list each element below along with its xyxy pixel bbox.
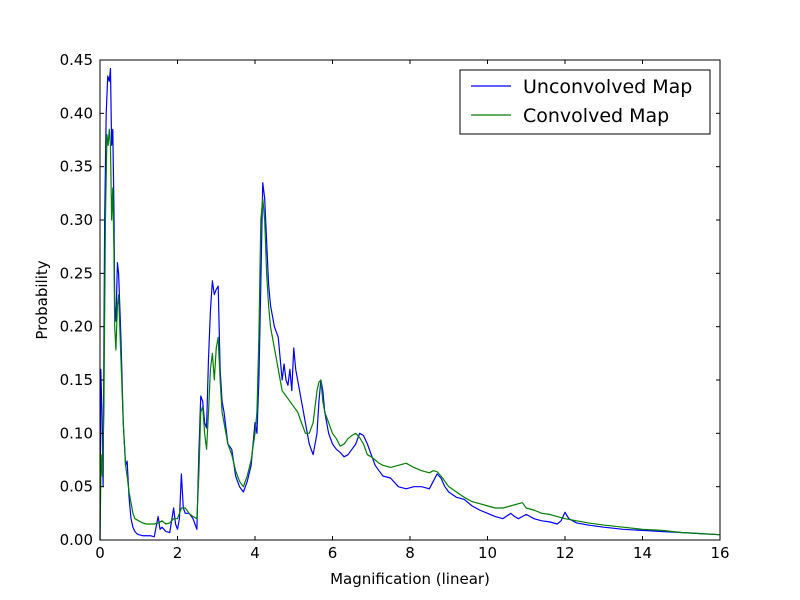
plot-area (100, 60, 720, 540)
legend-label-unconvolved: Unconvolved Map (523, 76, 692, 98)
x-tick-label: 6 (328, 544, 338, 562)
x-tick-label: 16 (710, 544, 729, 562)
series-line-convolved (99, 128, 721, 541)
x-tick-label: 8 (405, 544, 415, 562)
x-tick-label: 4 (250, 544, 260, 562)
legend: Unconvolved Map Convolved Map (459, 69, 711, 135)
y-axis-ticks: 0.00 0.05 0.10 0.15 0.20 0.25 0.30 0.35 0.40 0.45 (60, 51, 720, 549)
y-axis-label: Probability (33, 260, 51, 339)
y-tick-label: 0.30 (60, 211, 93, 229)
x-tick-label: 14 (633, 544, 652, 562)
x-tick-label: 0 (95, 544, 105, 562)
y-tick-label: 0.00 (60, 531, 93, 549)
y-tick-label: 0.20 (60, 318, 93, 336)
x-axis-ticks: 0 2 4 6 8 10 12 14 16 (95, 60, 730, 562)
series-lines (99, 67, 721, 541)
series-line-unconvolved (99, 67, 721, 541)
x-tick-label: 2 (173, 544, 183, 562)
y-tick-label: 0.45 (60, 51, 93, 69)
y-tick-label: 0.15 (60, 371, 93, 389)
legend-box (459, 69, 711, 135)
x-tick-label: 10 (478, 544, 497, 562)
y-tick-label: 0.05 (60, 478, 93, 496)
legend-label-convolved: Convolved Map (523, 105, 669, 127)
y-tick-label: 0.35 (60, 158, 93, 176)
y-tick-label: 0.25 (60, 264, 93, 282)
y-tick-label: 0.40 (60, 104, 93, 122)
x-axis-label: Magnification (linear) (330, 570, 490, 588)
y-tick-label: 0.10 (60, 424, 93, 442)
x-tick-label: 12 (555, 544, 574, 562)
